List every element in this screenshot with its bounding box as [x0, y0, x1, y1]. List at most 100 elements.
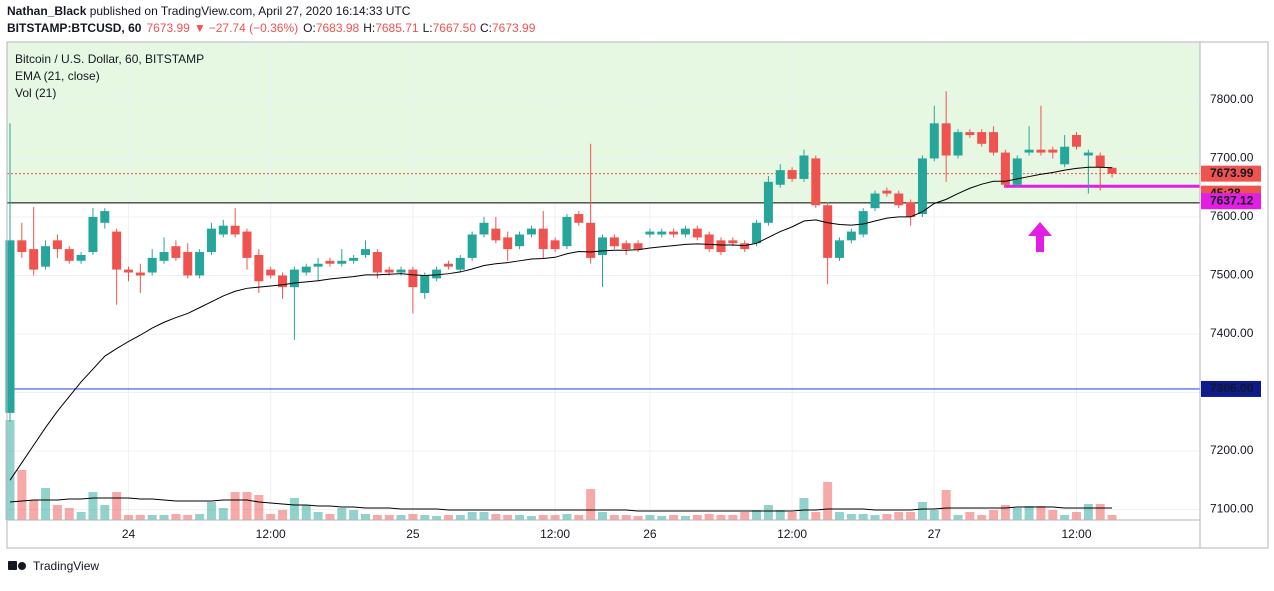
candle-body — [1036, 149, 1046, 153]
candle-body — [88, 216, 98, 253]
volume-bar — [550, 515, 560, 520]
volume-bar — [704, 514, 714, 520]
change: −27.74 (−0.36%) — [209, 21, 298, 35]
candle-body — [408, 269, 418, 288]
volume-bar — [147, 515, 157, 520]
candle-body — [657, 231, 667, 235]
candle-body — [503, 237, 513, 250]
volume-bar — [799, 498, 809, 520]
volume-bar — [171, 514, 181, 520]
candle-body — [432, 269, 442, 279]
volume-bar — [195, 514, 205, 520]
volume-bar — [183, 515, 193, 520]
level-label: 7637.12 — [1210, 193, 1254, 207]
candle-body — [17, 240, 27, 253]
candle-body — [775, 170, 785, 185]
logo — [8, 561, 26, 570]
x-tick-label: 12:00 — [1061, 527, 1091, 541]
volume-bar — [941, 490, 951, 520]
y-tick-label: 7400.00 — [1210, 326, 1254, 340]
volume-bar — [515, 515, 525, 520]
candle-body — [349, 257, 359, 261]
candle-body — [278, 275, 288, 288]
candle-body — [704, 234, 714, 250]
candle-body — [1048, 149, 1058, 153]
volume-bar — [775, 510, 785, 520]
volume-bar — [562, 514, 572, 520]
candle-body — [467, 234, 477, 258]
candle-body — [29, 249, 39, 270]
candle-body — [882, 190, 892, 194]
volume-bar — [752, 510, 762, 520]
volume-bar — [680, 516, 690, 520]
volume-bar — [361, 514, 370, 520]
volume-bar — [1083, 504, 1093, 520]
candle-body — [337, 260, 347, 264]
volume-bar — [1036, 506, 1046, 520]
volume-bar — [692, 515, 702, 520]
candle-body — [858, 211, 868, 235]
candle-body — [799, 155, 809, 179]
volume-bar — [1024, 506, 1034, 520]
volume-bar — [586, 489, 596, 520]
volume-bar — [929, 510, 939, 520]
volume-bar — [242, 492, 252, 520]
volume-bar — [977, 515, 987, 520]
h: 7685.71 — [375, 21, 419, 35]
candle-body — [526, 228, 536, 235]
x-tick-label: 12:00 — [540, 527, 570, 541]
volume-bar — [657, 516, 667, 520]
candle-body — [562, 216, 572, 247]
volume-bar — [989, 510, 999, 520]
l: 7667.50 — [433, 21, 477, 35]
candle-body — [159, 252, 169, 261]
arrow: ▼ — [194, 21, 206, 35]
o-label: O: — [303, 21, 316, 35]
l-label: L: — [423, 21, 433, 35]
last-price-label: 7673.99 — [1210, 166, 1254, 180]
volume-bar — [349, 510, 359, 520]
candle-body — [420, 275, 430, 293]
volume-bar — [124, 515, 133, 520]
candle-body — [1095, 155, 1105, 168]
candle-body — [443, 263, 453, 267]
candle-body — [1107, 167, 1117, 174]
y-tick-label: 7700.00 — [1210, 151, 1254, 165]
candle-body — [716, 240, 726, 253]
candle-body — [763, 181, 773, 223]
volume-bar — [574, 515, 584, 520]
volume-bar — [313, 512, 323, 520]
volume-bar — [835, 512, 844, 520]
candle-body — [941, 123, 951, 156]
volume-bar — [76, 512, 86, 520]
candle-body — [230, 225, 240, 235]
volume-bar — [432, 516, 442, 520]
level-label: 7306.00 — [1210, 381, 1254, 395]
volume-bar — [1012, 508, 1022, 520]
volume-bar — [1072, 512, 1081, 520]
volume-bar — [787, 512, 797, 520]
volume-bar — [728, 515, 738, 520]
volume-bar — [621, 515, 631, 520]
candle-body — [301, 266, 311, 273]
candle-body — [491, 228, 501, 241]
candle-body — [989, 132, 999, 153]
candle-body — [41, 246, 51, 267]
candle-body — [135, 272, 145, 276]
c-label: C: — [480, 21, 492, 35]
volume-bar — [112, 492, 122, 520]
candle-body — [195, 252, 205, 276]
x-tick-label: 12:00 — [777, 527, 807, 541]
symbol-line: BITSTAMP:BTCUSD, 60 7673.99 ▼ −27.74 (−0.36… — [7, 21, 536, 35]
volume-bar — [1095, 504, 1105, 520]
volume-bar — [669, 515, 679, 520]
candle-body — [728, 240, 738, 244]
y-tick-label: 7500.00 — [1210, 268, 1254, 282]
volume-bar — [289, 498, 299, 520]
volume-bar — [455, 515, 465, 520]
volume-bar — [159, 515, 169, 520]
x-tick-label: 27 — [928, 527, 942, 541]
candle-body — [254, 254, 264, 282]
volume-bar — [325, 514, 335, 520]
ema-line — [9, 166, 1113, 481]
